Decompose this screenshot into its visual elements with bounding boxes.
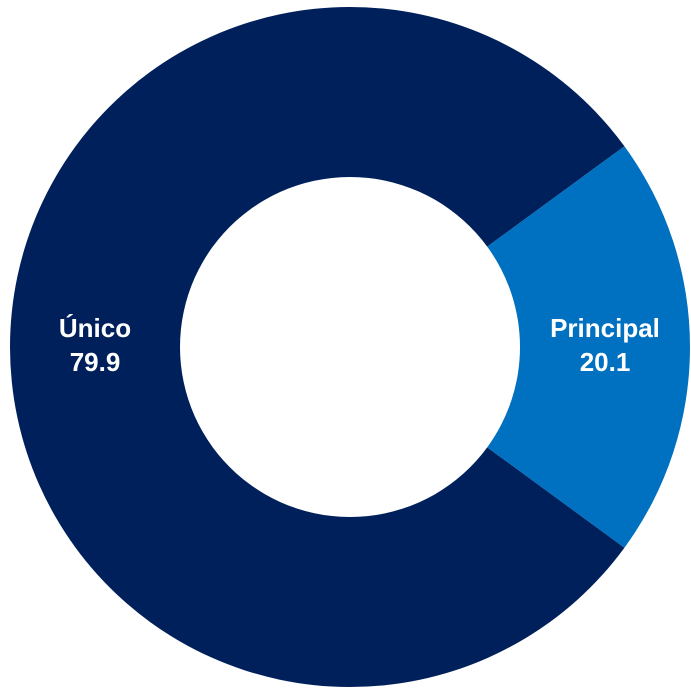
segment-value: 20.1 <box>580 347 631 377</box>
segment-label: Único <box>59 313 131 343</box>
segment-label: Principal <box>550 313 660 343</box>
donut-segment <box>487 146 690 548</box>
segment-value: 79.9 <box>70 347 121 377</box>
donut-segment <box>9 6 625 688</box>
